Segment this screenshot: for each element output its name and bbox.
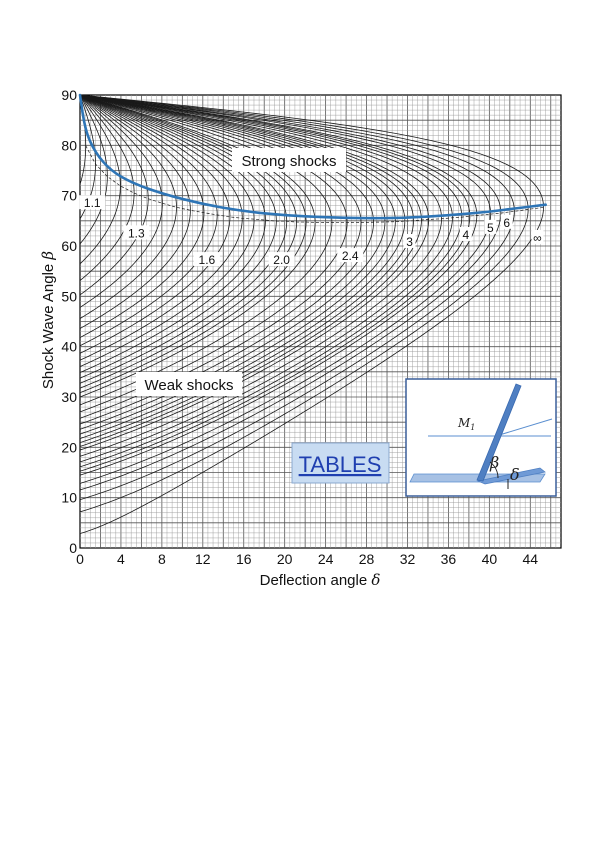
mach-curve: [79, 94, 316, 398]
y-tick-label: 60: [61, 238, 77, 254]
mach-label: 6: [503, 216, 510, 230]
mach-curve: [79, 94, 463, 468]
mach-curve: [79, 94, 442, 457]
mach-label-bg: [459, 226, 472, 241]
mach-curve: [79, 94, 298, 389]
mach-curve: [79, 94, 135, 281]
mach-label: 1.1: [84, 196, 101, 210]
mach-label-bg: [500, 214, 513, 229]
mach-curve: [79, 94, 191, 329]
mach-curve: [79, 94, 453, 463]
tables-button-label[interactable]: TABLES: [299, 452, 382, 477]
x-tick-label: 32: [400, 551, 416, 567]
weak-shocks-label: Weak shocks: [145, 377, 234, 394]
mach-label: ∞: [533, 231, 542, 245]
y-tick-label: 0: [69, 540, 77, 556]
mach-label: 5: [487, 221, 494, 235]
x-tick-label: 12: [195, 551, 211, 567]
inset-shock-wave: [476, 383, 522, 482]
x-tick-label: 40: [482, 551, 498, 567]
y-tick-label: 90: [61, 87, 77, 103]
y-tick-label: 20: [61, 439, 77, 455]
strong-shocks-label-bg: [232, 148, 346, 172]
mach-curve: [79, 94, 529, 513]
x-tick-label: 0: [76, 551, 84, 567]
inset-beta-arc: [489, 461, 499, 479]
mach-curve: [79, 94, 243, 361]
mach-label-bg: [79, 195, 106, 210]
mach-label: 3: [406, 235, 413, 249]
y-tick-label: 10: [61, 490, 77, 506]
inset-delta-label: δ: [510, 465, 520, 484]
mach-curve: [79, 94, 255, 367]
mach-curve: [79, 94, 163, 308]
mach-curve: [79, 94, 471, 472]
mach-curve: [79, 94, 307, 394]
mach-curve: [79, 94, 108, 245]
mach-curve: [79, 94, 149, 296]
mach-curve: [79, 94, 266, 373]
max-deflection-line: [85, 145, 544, 224]
mach-curve: [79, 94, 544, 534]
y-tick-label: 30: [61, 389, 77, 405]
mach-label-bg: [484, 219, 497, 234]
mach-curve: [79, 94, 177, 319]
x-tick-label: 36: [441, 551, 457, 567]
sonic-line: [78, 93, 547, 220]
inset-wedge: [476, 467, 546, 485]
mach-label: 2.4: [342, 249, 359, 263]
mach-label-bg: [337, 248, 364, 263]
mach-label-bg: [403, 233, 416, 248]
x-tick-label: 16: [236, 551, 252, 567]
mach-curve: [79, 94, 478, 476]
inset-beta-label: β: [489, 453, 499, 472]
oblique-shock-inset: M1 β δ: [405, 378, 557, 497]
x-tick-label: 20: [277, 551, 293, 567]
mach-curve: [79, 94, 231, 354]
inset-deflected-line: [495, 418, 553, 437]
sonic-line-path: [78, 93, 547, 220]
mach-label-bg: [531, 229, 544, 244]
x-tick-label: 28: [359, 551, 375, 567]
mach-curve: [79, 94, 492, 484]
mach-label: 1.3: [128, 226, 145, 240]
x-tick-label: 24: [318, 551, 334, 567]
mach-curve: [79, 94, 205, 338]
mach-curve: [79, 94, 288, 384]
mach-label: 1.6: [199, 253, 216, 267]
mach-label: 4: [462, 228, 469, 242]
mach-label-bg: [123, 225, 150, 240]
mach-curve: [79, 94, 218, 347]
x-tick-label: 4: [117, 551, 125, 567]
mach-curve: [79, 94, 277, 379]
y-tick-label: 70: [61, 188, 77, 204]
mach-curve: [79, 94, 333, 406]
tables-button[interactable]: TABLES: [291, 442, 390, 484]
y-tick-label: 80: [61, 137, 77, 153]
y-tick-label: 50: [61, 288, 77, 304]
y-tick-label: 40: [61, 339, 77, 355]
weak-shocks-label-bg: [136, 372, 242, 396]
mach-curve: [79, 94, 502, 491]
mach-labels: 1.1 1.3 1.6 2.0 2.4 3 4 5 6 ∞: [79, 195, 544, 267]
mach-curve: [79, 94, 121, 265]
x-tick-label: 44: [523, 551, 539, 567]
mach-label: 2.0: [273, 253, 290, 267]
mach-curve: [79, 94, 515, 501]
strong-shocks-label: Strong shocks: [241, 153, 336, 170]
x-tick-label: 8: [158, 551, 166, 567]
x-axis-title: Deflection angle δ: [260, 571, 381, 589]
mach-label-bg: [268, 252, 295, 267]
inset-mach-label: M1: [457, 416, 475, 432]
y-axis-title: Shock Wave Angle β: [39, 251, 57, 390]
mach-label-bg: [193, 252, 220, 267]
